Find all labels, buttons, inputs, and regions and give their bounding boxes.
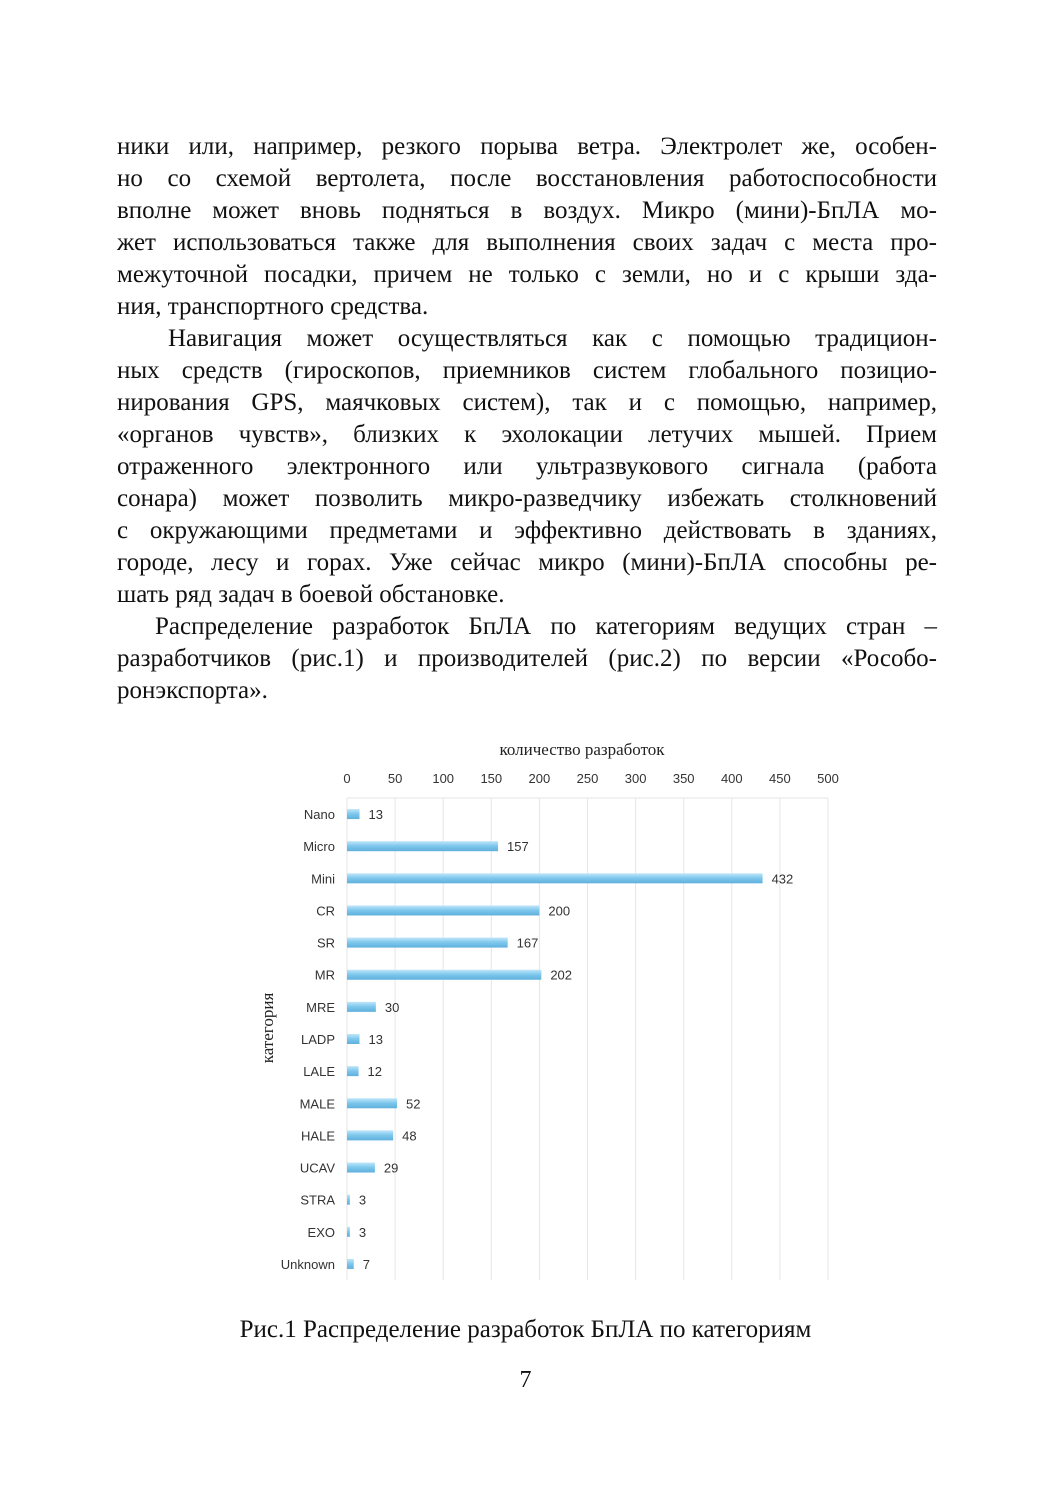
category-label: MALE (300, 1096, 336, 1111)
text-line: отраженного электронного или ультразвуко… (117, 453, 937, 480)
bar-hale (347, 1130, 394, 1141)
data-label: 30 (385, 1000, 399, 1015)
bar-ucav (347, 1162, 375, 1173)
category-label: Nano (304, 807, 335, 822)
x-axis-title: количество разработок (499, 740, 665, 759)
x-tick-label: 400 (721, 771, 743, 786)
data-label: 7 (363, 1257, 370, 1272)
data-label: 13 (369, 1032, 383, 1047)
text-line: межуточной посадки, причем не только с з… (117, 261, 937, 288)
data-label: 52 (406, 1096, 420, 1111)
bar-chart: количество разработок категория 0 50 100 15… (258, 740, 839, 1280)
text-line: шать ряд задач в боевой обстановке. (117, 581, 505, 608)
x-tick-label: 350 (673, 771, 695, 786)
bar-exo (347, 1226, 350, 1237)
data-label: 12 (368, 1064, 382, 1079)
category-label: EXO (308, 1225, 335, 1240)
text-line: «органов чувств», близких к эхолокации л… (117, 421, 937, 448)
bar-ladp (347, 1034, 360, 1044)
y-axis-title: категория (258, 993, 277, 1064)
category-label: HALE (301, 1128, 335, 1143)
data-label: 167 (517, 936, 539, 951)
text-line: с окружающими предметами и эффективно де… (117, 517, 937, 544)
data-label: 3 (359, 1193, 366, 1208)
category-label: LALE (303, 1064, 335, 1079)
x-tick-label: 500 (817, 771, 839, 786)
category-label: MR (315, 968, 335, 983)
bar-mini (347, 873, 763, 884)
text-line: вполне может вновь подняться в воздух. М… (117, 197, 937, 224)
data-label: 157 (507, 839, 529, 854)
data-label: 200 (548, 903, 570, 918)
text-line: ных средств (гироскопов, приемников сист… (117, 357, 937, 384)
text-line: нирования GPS, маячковых систем), так и … (117, 389, 937, 416)
text-line: сонара) может позволить микро-разведчику… (117, 485, 937, 512)
text-line: ронэкспорта». (117, 677, 268, 704)
text-line: ния, транспортного средства. (117, 293, 429, 320)
figure-caption: Рис.1 Распределение разработок БпЛА по к… (239, 1316, 812, 1343)
bar-micro (347, 841, 499, 852)
data-label: 29 (384, 1161, 398, 1176)
bar-unknown (347, 1258, 354, 1269)
data-label: 13 (369, 807, 383, 822)
bar-stra (347, 1194, 350, 1205)
text-line: ники или, например, резкого порыва ветра… (117, 133, 937, 160)
data-label: 202 (550, 968, 572, 983)
x-tick-label: 200 (529, 771, 551, 786)
text-line: жет использоваться также для выполнения … (117, 229, 937, 256)
x-tick-label: 0 (343, 771, 350, 786)
x-tick-label: 50 (388, 771, 402, 786)
category-label: STRA (300, 1193, 335, 1208)
data-label: 3 (359, 1225, 366, 1240)
x-tick-label: 100 (432, 771, 454, 786)
category-label: LADP (301, 1032, 335, 1047)
text-line: Распределение разработок БпЛА по категор… (155, 613, 937, 640)
category-label: MRE (306, 1000, 335, 1015)
text-line: городе, лесу и горах. Уже сейчас микро (… (117, 549, 937, 576)
x-tick-label: 300 (625, 771, 647, 786)
x-tick-label: 250 (577, 771, 599, 786)
text-line: разработчиков (рис.1) и производителей (… (117, 645, 937, 672)
bar-cr (347, 905, 540, 916)
category-label: Unknown (281, 1257, 335, 1272)
bar-lale (347, 1066, 359, 1077)
category-label: Mini (311, 871, 335, 886)
bar-mr (347, 969, 542, 980)
x-tick-label: 450 (769, 771, 791, 786)
bar-sr (347, 937, 508, 948)
category-label: UCAV (300, 1161, 335, 1176)
category-label: SR (317, 936, 335, 951)
text-line: но со схемой вертолета, после восстановл… (117, 165, 937, 192)
data-label: 48 (402, 1128, 416, 1143)
text-line: Навигация может осуществляться как с пом… (168, 325, 937, 352)
data-label: 432 (772, 871, 794, 886)
category-label: Micro (303, 839, 335, 854)
bar-nano (347, 809, 360, 820)
bar-male (347, 1098, 398, 1109)
x-tick-label: 150 (480, 771, 502, 786)
category-label: CR (316, 903, 335, 918)
bar-mre (347, 1001, 376, 1012)
page-number: 7 (519, 1367, 532, 1393)
